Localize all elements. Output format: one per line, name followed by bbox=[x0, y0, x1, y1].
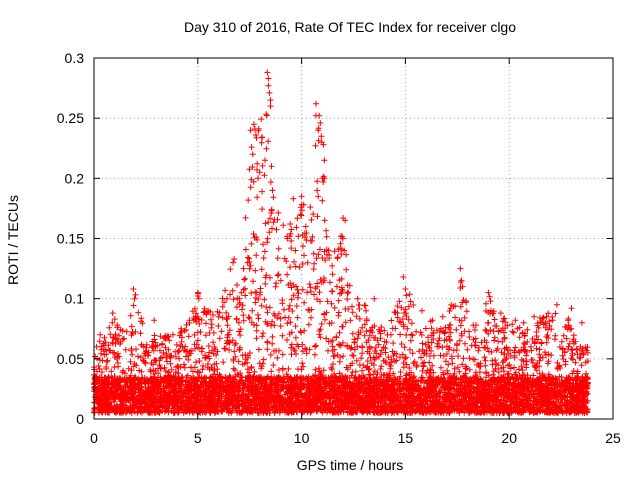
x-tick-label: 15 bbox=[398, 430, 414, 446]
y-tick-label: 0.1 bbox=[65, 291, 85, 307]
y-tick-label: 0.15 bbox=[57, 231, 84, 247]
tick-layer bbox=[93, 57, 614, 420]
y-tick-label: 0.05 bbox=[57, 351, 84, 367]
chart-title: Day 310 of 2016, Rate Of TEC Index for r… bbox=[184, 19, 516, 35]
roti-series bbox=[91, 69, 591, 416]
y-tick-label: 0.2 bbox=[65, 170, 85, 186]
x-tick-labels: 0 5 10 15 20 25 bbox=[90, 430, 621, 446]
x-tick-label: 0 bbox=[90, 430, 98, 446]
x-tick-label: 5 bbox=[194, 430, 202, 446]
y-tick-label: 0.25 bbox=[57, 110, 84, 126]
x-tick-label: 25 bbox=[605, 430, 621, 446]
x-tick-label: 20 bbox=[501, 430, 517, 446]
y-tick-label: 0.3 bbox=[65, 50, 85, 66]
data-layer bbox=[91, 69, 591, 416]
x-axis-label: GPS time / hours bbox=[297, 457, 404, 473]
y-tick-labels: 0 0.05 0.1 0.15 0.2 0.25 0.3 bbox=[57, 50, 84, 427]
x-tick-label: 10 bbox=[294, 430, 310, 446]
y-axis-label: ROTI / TECUs bbox=[5, 195, 21, 285]
y-tick-label: 0 bbox=[76, 411, 84, 427]
